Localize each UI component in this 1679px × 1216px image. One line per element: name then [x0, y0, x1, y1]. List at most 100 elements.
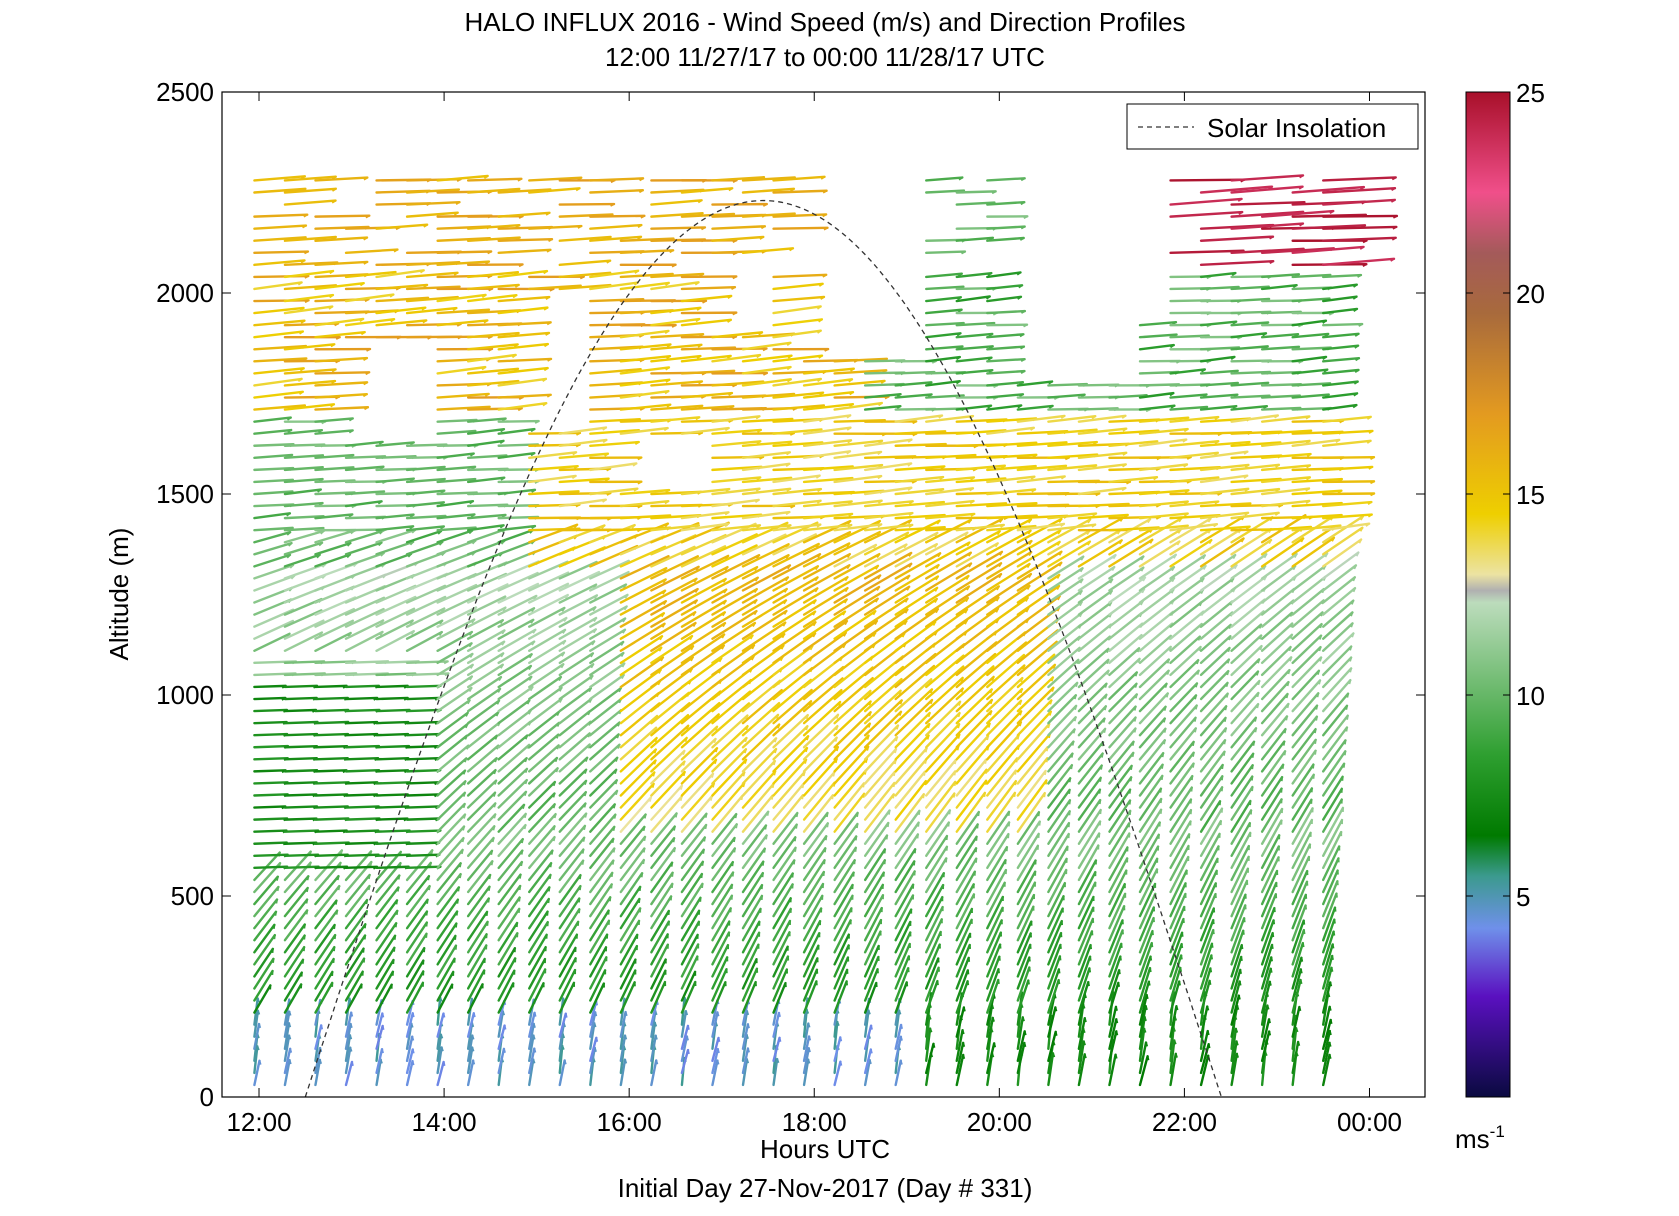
- wind-vector-head: [581, 860, 585, 865]
- wind-vector: [863, 724, 900, 761]
- wind-vector-head: [1257, 680, 1261, 686]
- wind-vector-head: [517, 177, 522, 182]
- wind-vector: [283, 261, 339, 267]
- wind-vector: [863, 848, 887, 882]
- wind-vector-head: [844, 620, 848, 626]
- y-tick-label: 500: [171, 881, 214, 911]
- wind-vector: [894, 513, 946, 520]
- wind-vector-head: [500, 476, 505, 481]
- wind-vector-head: [1301, 942, 1305, 948]
- wind-vector: [1169, 740, 1195, 773]
- wind-vector: [1322, 429, 1374, 435]
- wind-vector-head: [684, 1010, 689, 1016]
- wind-vector: [497, 248, 552, 255]
- wind-vector: [436, 429, 477, 435]
- wind-vector: [436, 606, 478, 628]
- wind-vector-head: [671, 324, 677, 328]
- wind-vector-head: [1026, 585, 1031, 590]
- wind-vector-head: [1209, 968, 1213, 973]
- wind-vector: [1260, 656, 1293, 689]
- wind-vector: [986, 369, 1026, 375]
- wind-vector-head: [1056, 574, 1061, 579]
- wind-vector-head: [713, 759, 717, 765]
- wind-vector-head: [493, 780, 498, 785]
- wind-vector-head: [495, 711, 500, 717]
- wind-vector: [1016, 676, 1055, 713]
- wind-vector: [955, 969, 970, 1002]
- wind-vector-head: [472, 606, 477, 612]
- wind-vector: [375, 619, 414, 640]
- wind-vector: [1108, 1005, 1118, 1038]
- wind-vector-head: [1329, 210, 1334, 215]
- wind-vector-head: [256, 998, 260, 1003]
- wind-vector-head: [718, 657, 723, 663]
- wind-vector: [314, 865, 349, 870]
- wind-vector-head: [991, 190, 997, 195]
- wind-vector: [772, 213, 828, 218]
- wind-vector-head: [899, 1060, 903, 1065]
- wind-vector-head: [722, 600, 727, 605]
- wind-vector: [1322, 1018, 1332, 1050]
- wind-vector: [283, 514, 325, 520]
- wind-vector-head: [961, 1029, 965, 1035]
- wind-vector-head: [458, 873, 462, 879]
- wind-vector-head: [1163, 740, 1166, 745]
- wind-vector: [863, 438, 913, 447]
- wind-vector: [1260, 622, 1294, 652]
- wind-vector-head: [694, 588, 699, 593]
- wind-vector-head: [409, 477, 415, 482]
- wind-vector: [253, 817, 289, 821]
- wind-vector-head: [1293, 553, 1298, 558]
- wind-vector: [863, 392, 902, 399]
- wind-vector-head: [1272, 920, 1276, 925]
- wind-vector: [466, 1034, 474, 1063]
- wind-vector-head: [695, 318, 700, 323]
- wind-vector: [863, 500, 914, 508]
- wind-vector: [497, 427, 536, 435]
- wind-vector-head: [695, 416, 700, 421]
- wind-vector: [405, 769, 442, 773]
- wind-vector-head: [728, 392, 733, 397]
- wind-vector: [1108, 822, 1131, 857]
- wind-vector-head: [1172, 554, 1177, 559]
- wind-vector: [925, 654, 965, 689]
- wind-vector-head: [1366, 439, 1372, 444]
- wind-vector: [863, 1058, 871, 1087]
- wind-vector: [1016, 540, 1061, 568]
- wind-vector: [986, 641, 1028, 677]
- wind-vector: [589, 1036, 598, 1063]
- wind-vector-head: [702, 849, 705, 854]
- wind-vector: [466, 721, 501, 749]
- wind-vector-head: [1352, 576, 1356, 582]
- wind-vector: [1230, 855, 1250, 894]
- wind-vector: [955, 1053, 965, 1087]
- wind-vector: [1016, 475, 1066, 484]
- wind-vector: [253, 390, 304, 399]
- wind-vector: [528, 616, 568, 640]
- wind-vector: [436, 862, 462, 894]
- wind-vector-head: [804, 759, 807, 764]
- wind-vector: [253, 1045, 259, 1075]
- wind-vector: [344, 898, 369, 930]
- wind-vector: [986, 744, 1021, 785]
- wind-vector: [711, 440, 762, 447]
- wind-vector-head: [575, 432, 581, 436]
- wind-vector-head: [471, 1035, 475, 1040]
- wind-vector: [711, 576, 759, 604]
- wind-vector-head: [469, 653, 474, 658]
- wind-vector: [986, 539, 1033, 568]
- wind-vector: [711, 931, 731, 966]
- wind-vector: [925, 487, 975, 496]
- wind-vector-head: [531, 525, 536, 530]
- wind-vector-head: [552, 793, 556, 798]
- wind-vector-head: [952, 793, 956, 798]
- wind-vector: [253, 947, 275, 978]
- wind-vector-head: [1240, 537, 1245, 543]
- wind-vector-head: [1023, 215, 1028, 220]
- wind-vector: [344, 270, 397, 279]
- wind-vector: [1291, 599, 1325, 628]
- wind-vector: [344, 909, 369, 942]
- wind-vector: [1169, 682, 1199, 713]
- wind-vector: [925, 512, 976, 520]
- wind-vector-head: [1281, 764, 1285, 769]
